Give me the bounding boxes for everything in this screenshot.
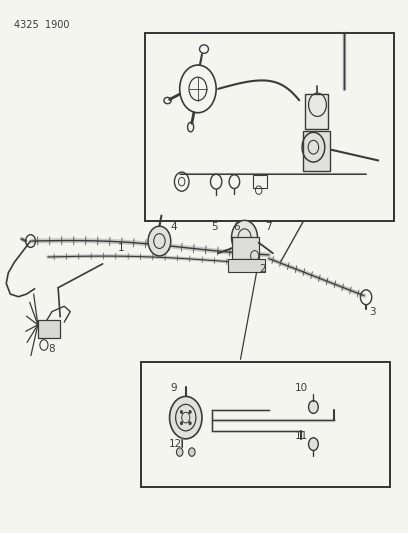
Circle shape <box>148 226 171 256</box>
Circle shape <box>188 448 195 456</box>
Text: 12: 12 <box>169 439 182 449</box>
Text: 2: 2 <box>259 264 266 274</box>
Bar <box>228 259 265 272</box>
Text: 11: 11 <box>295 431 308 441</box>
Text: 10: 10 <box>295 383 308 393</box>
Bar <box>253 175 267 188</box>
Bar <box>38 319 60 338</box>
Bar <box>145 33 395 221</box>
Circle shape <box>180 422 183 425</box>
Text: 3: 3 <box>369 306 375 317</box>
Circle shape <box>189 410 191 414</box>
Text: 9: 9 <box>170 383 177 393</box>
Circle shape <box>180 410 183 414</box>
Text: 7: 7 <box>266 222 272 232</box>
Text: 4: 4 <box>170 222 177 232</box>
Text: 5: 5 <box>211 222 217 232</box>
Circle shape <box>308 438 318 450</box>
Circle shape <box>308 401 318 414</box>
Text: 6: 6 <box>233 222 240 232</box>
Bar <box>233 237 259 259</box>
Bar <box>305 94 328 128</box>
Text: 8: 8 <box>49 344 55 354</box>
Bar <box>303 131 330 171</box>
Bar <box>141 362 390 487</box>
Text: 1: 1 <box>118 243 124 253</box>
Text: 4325  1900: 4325 1900 <box>13 20 69 30</box>
Circle shape <box>232 220 257 254</box>
Circle shape <box>176 448 183 456</box>
Circle shape <box>189 422 191 425</box>
Circle shape <box>170 397 202 439</box>
